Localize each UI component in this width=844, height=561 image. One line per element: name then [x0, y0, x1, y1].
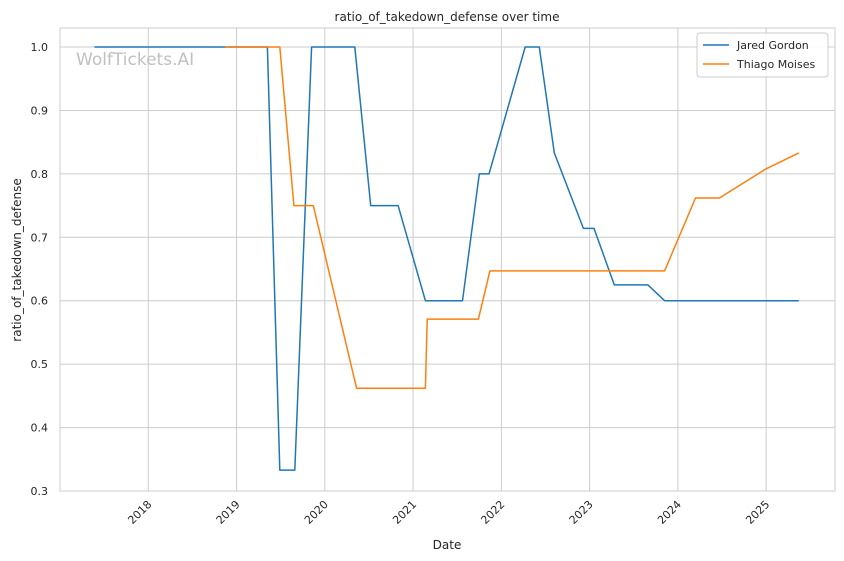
y-tick-label: 0.3 — [31, 485, 49, 498]
legend-label-thiago-moises: Thiago Moises — [736, 58, 815, 71]
watermark: WolfTickets.AI — [76, 50, 194, 70]
y-tick-label: 0.9 — [31, 104, 49, 117]
y-tick-label: 0.5 — [31, 358, 49, 371]
series-lines — [94, 46, 800, 471]
x-axis-label: Date — [433, 538, 462, 552]
y-tick-label: 0.6 — [31, 295, 49, 308]
y-tick-label: 0.8 — [31, 168, 49, 181]
y-tick-label: 0.7 — [31, 231, 49, 244]
grid-lines — [60, 28, 835, 492]
y-tick-label: 1.0 — [31, 41, 49, 54]
plot-area-frame — [59, 27, 836, 492]
legend-box — [696, 32, 829, 78]
y-axis-label: ratio_of_takedown_defense — [10, 178, 24, 341]
y-tick-label: 0.4 — [31, 422, 49, 435]
chart-title: ratio_of_takedown_defense over time — [335, 10, 560, 24]
y-axis-ticks: 0.3 0.4 0.5 0.6 0.7 0.8 0.9 1.0 — [31, 41, 49, 498]
series-line-thiago-moises — [225, 46, 800, 390]
legend: Jared Gordon Thiago Moises — [696, 32, 829, 78]
legend-label-jared-gordon: Jared Gordon — [736, 39, 809, 52]
series-line-jared-gordon — [94, 46, 799, 471]
